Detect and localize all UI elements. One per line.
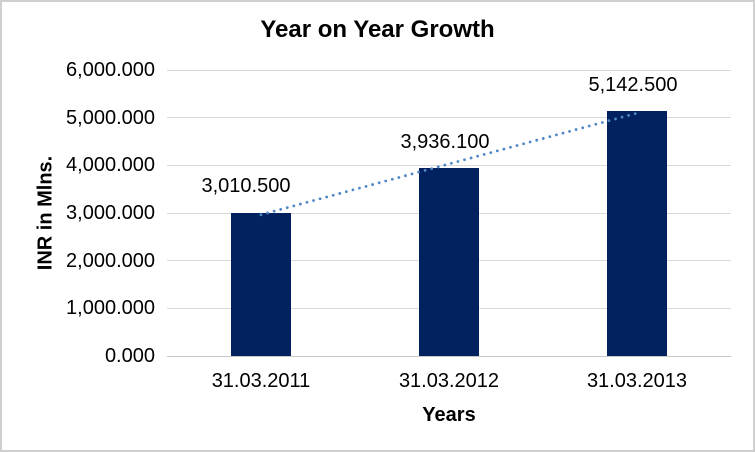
y-tick-label: 2,000.000 — [66, 249, 155, 272]
bar-31.03.2011 — [231, 212, 291, 356]
data-label: 3,936.100 — [400, 131, 490, 154]
y-tick-label: 3,000.000 — [66, 202, 155, 224]
x-axis-title: Years — [422, 404, 476, 426]
y-tick-label: 0.000 — [104, 345, 155, 367]
plot-area — [167, 69, 731, 357]
gridline — [167, 164, 731, 166]
y-tick-label: 4,000.000 — [66, 154, 155, 177]
x-tick-label: 31.03.2011 — [211, 370, 311, 392]
data-label: 5,142.500 — [588, 73, 678, 96]
y-tick-label: 5,000.000 — [66, 106, 155, 129]
trendline — [259, 111, 639, 217]
gridline — [167, 117, 731, 119]
gridline — [167, 69, 731, 71]
bar-31.03.2013 — [607, 110, 667, 356]
x-axis-line — [167, 355, 731, 357]
bar-31.03.2012 — [419, 168, 479, 356]
x-tick-label: 31.03.2013 — [586, 370, 688, 392]
x-tick-label: 31.03.2012 — [398, 370, 500, 392]
data-label: 3,010.500 — [201, 175, 291, 198]
y-tick-label: 6,000.000 — [66, 59, 155, 81]
chart-title: Year on Year Growth — [260, 16, 495, 43]
y-tick-label: 1,000.000 — [66, 297, 155, 320]
